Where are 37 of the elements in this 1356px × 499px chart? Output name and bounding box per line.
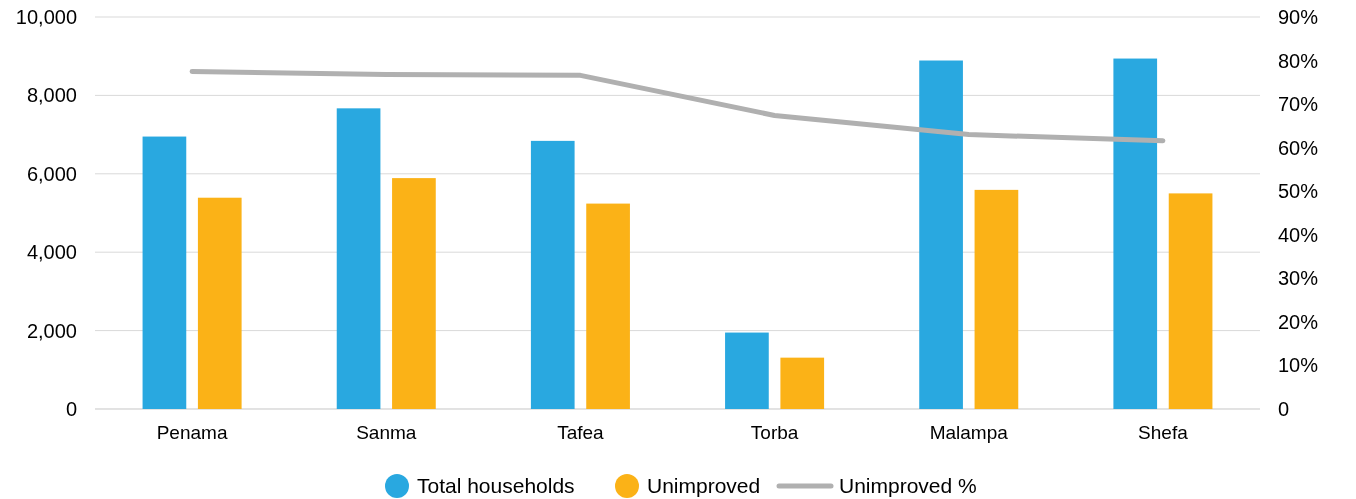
x-tick-label: Sanma: [356, 422, 417, 443]
y-tick-label: 6,000: [26, 162, 77, 185]
y-tick-label: 2,000: [26, 319, 77, 342]
bar: [1113, 58, 1158, 409]
legend-label: Unimproved %: [839, 474, 977, 498]
legend-label: Total households: [417, 474, 575, 498]
bar: [919, 60, 963, 409]
x-tick-label: Shefa: [1138, 422, 1189, 443]
y-tick-label: 10,000: [15, 6, 77, 28]
x-tick-label: Penama: [156, 422, 228, 443]
y-tick-label: 4,000: [26, 241, 77, 264]
bar: [530, 140, 575, 409]
bar: [586, 203, 630, 409]
y2-tick-label: 80%: [1278, 49, 1319, 72]
y2-tick-label: 0: [1278, 398, 1290, 420]
y2-tick-label: 40%: [1278, 223, 1319, 246]
x-tick-label: Tafea: [557, 422, 605, 443]
bar: [197, 197, 242, 409]
bar: [392, 178, 436, 409]
y2-tick-label: 70%: [1278, 93, 1319, 116]
y2-tick-label: 60%: [1278, 136, 1319, 159]
y2-tick-label: 20%: [1278, 310, 1319, 333]
y2-tick-label: 10%: [1278, 354, 1319, 377]
y-tick-label: 8,000: [26, 84, 77, 107]
legend-label: Unimproved: [647, 474, 761, 498]
bar: [1168, 193, 1213, 409]
bar: [780, 357, 825, 409]
bar: [336, 108, 381, 409]
x-tick-label: Malampa: [929, 422, 1009, 443]
x-tick-label: Torba: [750, 422, 799, 443]
bar: [974, 189, 1019, 409]
y-tick-label: 0: [65, 398, 77, 420]
y2-tick-label: 30%: [1278, 267, 1319, 290]
bar: [142, 136, 187, 409]
y2-tick-label: 50%: [1278, 180, 1319, 203]
y2-tick-label: 90%: [1278, 6, 1319, 28]
bar: [725, 332, 769, 409]
